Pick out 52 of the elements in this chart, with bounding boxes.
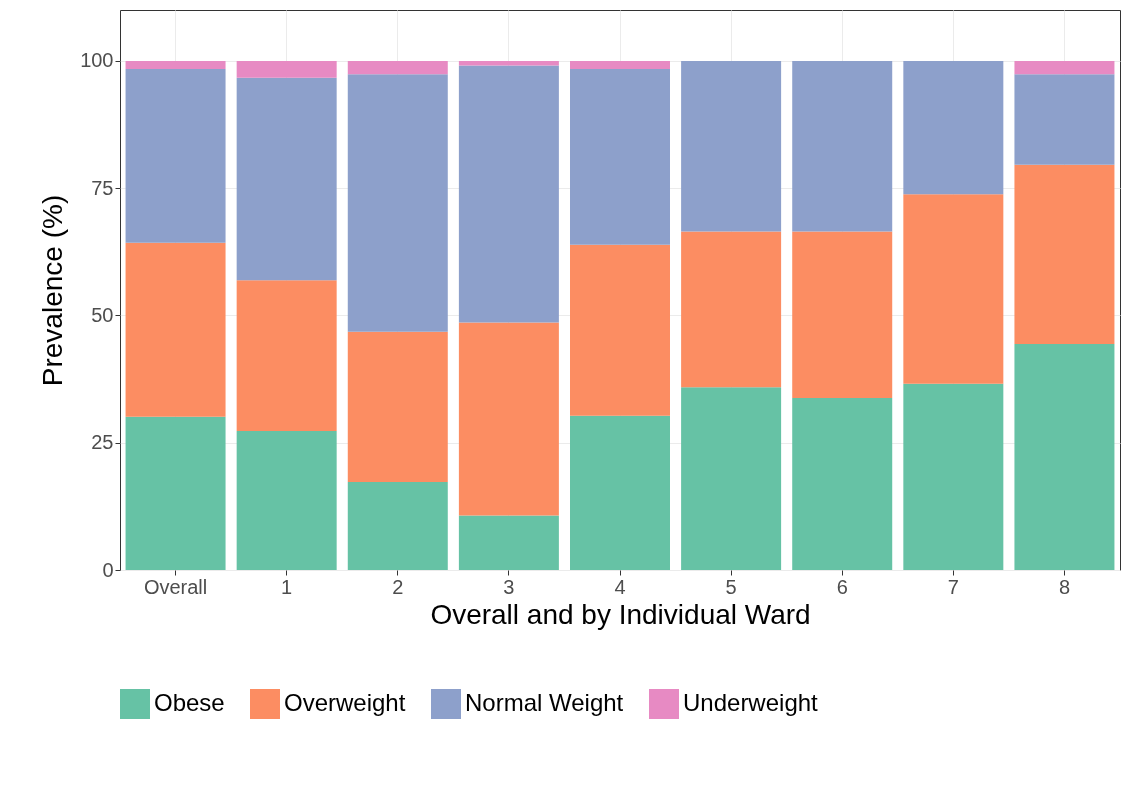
bar (792, 231, 893, 398)
bar (792, 60, 893, 232)
bar (1014, 60, 1115, 75)
bar (570, 69, 670, 245)
x-tick-label: Overall (143, 575, 208, 598)
bar (570, 60, 670, 70)
x-tick-label: 4 (614, 575, 626, 598)
bar (347, 331, 448, 482)
bar (236, 431, 337, 570)
legend-label: Overweight (284, 689, 406, 716)
bar (347, 60, 448, 75)
bar (125, 416, 226, 570)
x-tick-label: 5 (725, 575, 737, 598)
y-tick-label: 100 (80, 49, 114, 72)
bar (236, 60, 337, 78)
bar (1014, 74, 1115, 165)
x-tick-label: 3 (503, 575, 515, 598)
x-tick-label: 6 (836, 575, 848, 598)
x-tick-label: 2 (392, 575, 404, 598)
bar (1014, 343, 1115, 570)
bar (903, 194, 1004, 384)
bar (458, 322, 559, 516)
y-tick-label: 50 (91, 303, 114, 326)
bar (236, 280, 337, 432)
bar (681, 231, 782, 388)
bar (458, 65, 559, 323)
bar (125, 60, 226, 70)
x-tick-label: 1 (281, 575, 293, 598)
y-tick-label: 25 (91, 431, 114, 454)
bar (458, 515, 559, 570)
bar (570, 415, 670, 570)
y-tick-label: 0 (102, 558, 114, 581)
bar (1014, 164, 1115, 344)
y-tick-label: 75 (91, 176, 114, 199)
bar (347, 481, 448, 570)
legend-label: Underweight (683, 689, 819, 716)
legend-label: Normal Weight (465, 689, 624, 716)
x-tick-label: 7 (947, 575, 959, 598)
y-axis-title: Prevalence (%) (37, 194, 69, 387)
legend-label: Obese (154, 689, 225, 716)
bar (681, 387, 782, 570)
bar (570, 244, 670, 416)
bar (125, 242, 226, 417)
x-tick-label: 8 (1058, 575, 1071, 598)
bar (903, 60, 1004, 195)
bar (903, 383, 1004, 570)
bar (125, 69, 226, 243)
bar (347, 74, 448, 332)
bar (236, 77, 337, 281)
bar (681, 60, 782, 232)
x-axis-title: Overall and by Individual Ward (430, 598, 811, 630)
bar (792, 397, 893, 570)
